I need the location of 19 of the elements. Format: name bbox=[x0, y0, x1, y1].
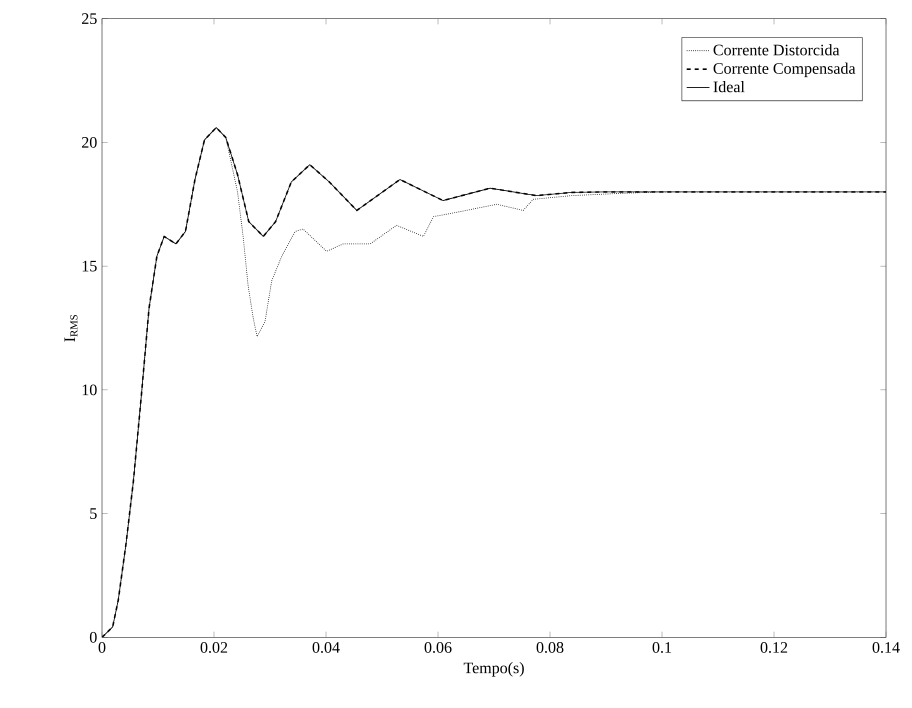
x-tick-label: 0.14 bbox=[872, 642, 900, 653]
y-tick-label: 25 bbox=[82, 13, 97, 24]
y-axis-title: I$_{RMS}$ bbox=[64, 315, 78, 342]
y-tick-label: 20 bbox=[82, 137, 97, 148]
x-tick-label: 0.04 bbox=[312, 642, 340, 653]
x-tick-label: 0.02 bbox=[200, 642, 228, 653]
y-tick-label: 5 bbox=[90, 508, 97, 519]
y-tick-label: 10 bbox=[82, 384, 97, 396]
x-tick-label: 0 bbox=[98, 642, 106, 653]
legend-label: Ideal bbox=[714, 81, 745, 92]
x-tick-label: 0.1 bbox=[652, 642, 672, 653]
y-tick-label: 15 bbox=[82, 260, 97, 272]
legend-label: Corrente Compensada bbox=[714, 62, 856, 78]
x-tick-label: 0.12 bbox=[760, 642, 788, 653]
legend-label: Corrente Distorcida bbox=[714, 44, 840, 56]
x-tick-label: 0.06 bbox=[424, 642, 452, 653]
x-axis-title: Tempo(s) bbox=[464, 662, 524, 677]
x-tick-label: 0.08 bbox=[536, 642, 564, 653]
y-tick-label: 0 bbox=[90, 632, 97, 643]
